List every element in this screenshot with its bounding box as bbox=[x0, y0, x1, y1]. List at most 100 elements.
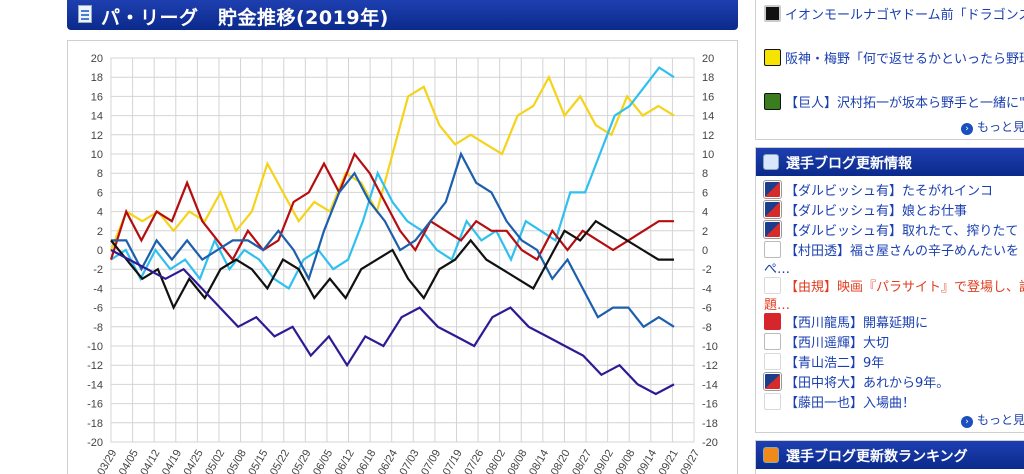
y-tick-label-left: -16 bbox=[87, 399, 103, 411]
x-tick-label: 05/15 bbox=[246, 448, 270, 474]
series-line bbox=[109, 151, 674, 262]
chart-header: パ・リーグ 貯金推移(2019年) bbox=[67, 0, 738, 30]
blog-item[interactable]: 【ダルビッシュ有】たそがれインコ bbox=[763, 180, 1024, 201]
arrow-right-icon: › bbox=[961, 123, 973, 135]
y-tick-label-right: -8 bbox=[702, 322, 712, 334]
series-line bbox=[110, 219, 674, 311]
y-tick-label-left: 4 bbox=[97, 207, 103, 219]
y-tick-label-left: 8 bbox=[97, 168, 103, 180]
x-tick-label: 04/12 bbox=[138, 448, 162, 474]
y-tick-label-left: 18 bbox=[91, 72, 103, 84]
blog-item[interactable]: 【青山浩二】9年 bbox=[764, 353, 1024, 373]
x-tick-label: 08/20 bbox=[549, 448, 573, 474]
x-tick-label: 09/02 bbox=[592, 448, 616, 474]
y-tick-label-left: -10 bbox=[87, 341, 103, 353]
eagles-icon bbox=[764, 353, 781, 370]
blog-item[interactable]: 【村田透】福さ屋さんの辛子めんたいをぺ… bbox=[764, 241, 1024, 277]
blog-icon bbox=[763, 154, 779, 170]
y-tick-label-right: 0 bbox=[702, 245, 708, 257]
y-tick-label-left: -12 bbox=[87, 360, 103, 372]
y-tick-label-right: -6 bbox=[702, 303, 712, 315]
x-tick-label: 06/05 bbox=[311, 448, 335, 474]
blog-more-link[interactable]: ›もっと見る bbox=[961, 411, 1024, 428]
x-tick-label: 07/03 bbox=[398, 448, 422, 474]
document-icon bbox=[78, 5, 92, 23]
eagles-icon bbox=[764, 393, 781, 410]
x-tick-label: 09/21 bbox=[657, 448, 681, 474]
y-tick-label-left: -2 bbox=[93, 264, 103, 276]
series-line bbox=[110, 249, 675, 396]
x-tick-label: 04/19 bbox=[160, 448, 184, 474]
eagles-icon bbox=[764, 277, 781, 294]
y-tick-label-right: 8 bbox=[702, 168, 708, 180]
arrow-right-icon: › bbox=[961, 416, 973, 428]
tigers-icon bbox=[764, 49, 781, 66]
y-tick-label-right: 2 bbox=[702, 226, 708, 238]
series-line bbox=[110, 66, 675, 290]
y-tick-label-right: -4 bbox=[702, 283, 712, 295]
blog-panel-header: 選手ブログ更新情報 bbox=[756, 148, 1024, 176]
y-tick-label-left: 16 bbox=[91, 91, 103, 103]
y-tick-label-left: -6 bbox=[93, 303, 103, 315]
blog-item[interactable]: 【藤田一也】入場曲！ bbox=[764, 393, 1024, 413]
y-tick-label-left: -20 bbox=[87, 437, 103, 449]
y-tick-label-right: -20 bbox=[702, 437, 718, 449]
fighters-icon bbox=[764, 333, 781, 350]
x-tick-label: 06/18 bbox=[354, 448, 378, 474]
y-tick-label-left: 6 bbox=[97, 187, 103, 199]
y-tick-label-left: 12 bbox=[91, 130, 103, 142]
y-tick-label-left: -8 bbox=[93, 322, 103, 334]
news-more-link[interactable]: ›もっと見る bbox=[961, 118, 1024, 135]
y-tick-label-right: 6 bbox=[702, 187, 708, 199]
y-tick-label-right: -18 bbox=[702, 418, 718, 430]
y-tick-label-right: 14 bbox=[702, 111, 714, 123]
ranking-panel: 選手ブログ更新数ランキング bbox=[755, 440, 1024, 474]
series-line bbox=[109, 74, 675, 251]
y-tick-label-left: 0 bbox=[97, 245, 103, 257]
blog-item[interactable]: 【ダルビッシュ有】娘とお仕事 bbox=[763, 200, 1024, 221]
x-tick-label: 07/09 bbox=[419, 448, 443, 474]
mlb-icon bbox=[763, 220, 782, 239]
x-tick-label: 08/08 bbox=[505, 448, 529, 474]
page-title: パ・リーグ 貯金推移(2019年) bbox=[101, 7, 389, 29]
crown-icon bbox=[763, 447, 779, 463]
series-line bbox=[111, 151, 675, 329]
y-tick-label-left: 10 bbox=[91, 149, 103, 161]
y-tick-label-right: -2 bbox=[702, 264, 712, 276]
x-tick-label: 09/27 bbox=[678, 448, 702, 474]
mlb-icon bbox=[763, 180, 782, 199]
y-tick-label-left: 14 bbox=[91, 111, 103, 123]
x-tick-label: 04/25 bbox=[182, 448, 206, 474]
y-tick-label-left: 2 bbox=[97, 226, 103, 238]
x-tick-label: 06/12 bbox=[333, 448, 357, 474]
blog-item[interactable]: 【ダルビッシュ有】取れたて、搾りたて bbox=[763, 220, 1024, 241]
blog-item[interactable]: 【西川龍馬】開幕延期に bbox=[764, 313, 1024, 333]
y-tick-label-right: 18 bbox=[702, 72, 714, 84]
y-tick-label-left: 20 bbox=[91, 53, 103, 65]
y-tick-label-right: 16 bbox=[702, 91, 714, 103]
x-tick-label: 07/19 bbox=[441, 448, 465, 474]
x-tick-label: 04/05 bbox=[117, 448, 141, 474]
news-item[interactable]: 【巨人】沢村拓一が坂本ら野手と一緒に"シ… bbox=[764, 93, 1024, 119]
blog-panel-title: 選手ブログ更新情報 bbox=[786, 156, 912, 172]
blog-item[interactable]: 【西川遥輝】大切 bbox=[764, 333, 1024, 353]
ranking-panel-title: 選手ブログ更新数ランキング bbox=[786, 449, 968, 465]
fighters-icon bbox=[764, 241, 781, 258]
blog-item[interactable]: 【田中将大】あれから9年。 bbox=[763, 372, 1024, 393]
news-item[interactable]: 阪神・梅野「何で返せるかといったら野球でし… bbox=[764, 49, 1024, 93]
news-panel: イオンモールナゴヤドーム前「ドラゴンズシ… 阪神・梅野「何で返せるかといったら野… bbox=[755, 0, 1024, 140]
x-tick-label: 08/02 bbox=[484, 448, 508, 474]
y-tick-label-right: -14 bbox=[702, 379, 718, 391]
x-tick-label: 09/14 bbox=[635, 448, 659, 474]
giants-icon bbox=[764, 93, 781, 110]
x-tick-label: 05/22 bbox=[268, 448, 292, 474]
news-item[interactable]: イオンモールナゴヤドーム前「ドラゴンズシ… bbox=[764, 5, 1024, 49]
y-tick-label-right: 10 bbox=[702, 149, 714, 161]
y-tick-label-right: 12 bbox=[702, 130, 714, 142]
y-tick-label-right: -10 bbox=[702, 341, 718, 353]
blog-item[interactable]: 【由規】映画『パラサイト』で登場し、話題… bbox=[764, 277, 1024, 313]
x-tick-label: 05/08 bbox=[225, 448, 249, 474]
carp-icon bbox=[764, 313, 781, 330]
x-tick-label: 07/26 bbox=[462, 448, 486, 474]
